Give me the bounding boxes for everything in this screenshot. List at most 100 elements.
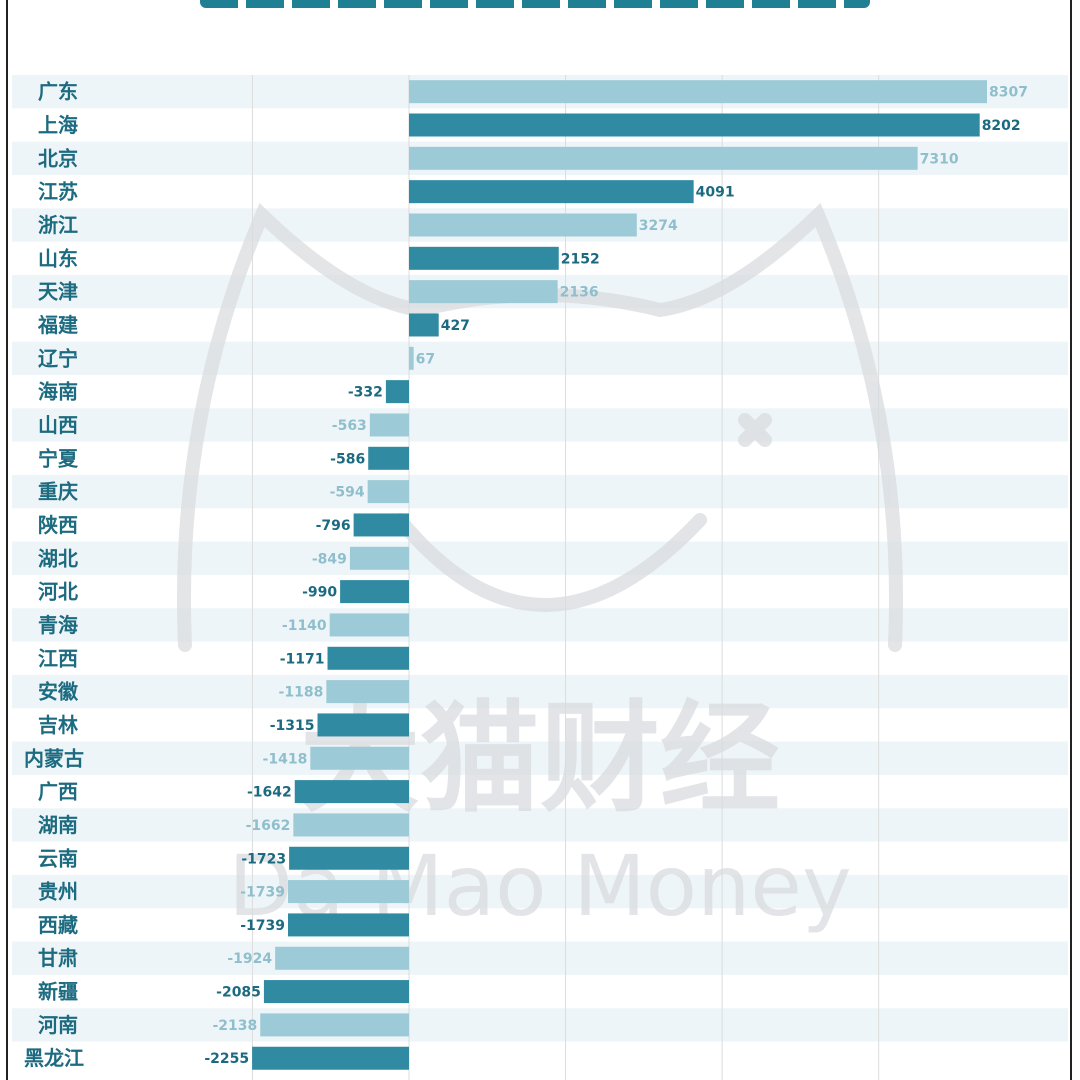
row-stripe: [12, 474, 1068, 509]
bar: [289, 846, 409, 870]
category-label: 辽宁: [38, 346, 78, 370]
chart-frame: [6, 0, 1072, 1080]
value-label: -1739: [240, 885, 285, 901]
value-label: -1642: [247, 785, 292, 801]
category-label: 西藏: [38, 913, 78, 937]
bar: [409, 180, 694, 204]
bar: [310, 746, 409, 770]
bar: [326, 680, 409, 704]
bar: [369, 413, 409, 437]
category-label: 海南: [38, 380, 78, 404]
category-label: 吉林: [38, 713, 78, 737]
bar: [409, 346, 414, 370]
row-stripe: [12, 674, 1068, 709]
category-label: 山西: [38, 413, 78, 437]
bars: [252, 80, 987, 1070]
bar: [409, 113, 980, 137]
value-label: -1188: [279, 685, 324, 701]
category-label: 湖北: [38, 546, 78, 570]
bar: [288, 913, 409, 937]
bar: [353, 513, 409, 537]
bar: [275, 946, 409, 970]
row-stripe: [12, 408, 1068, 442]
value-label: -2255: [204, 1051, 249, 1067]
value-label: 2152: [561, 251, 600, 267]
category-labels: 广东上海北京江苏浙江山东天津福建辽宁海南山西宁夏重庆陕西湖北河北青海江西安徽吉林…: [24, 80, 84, 1071]
category-label: 宁夏: [38, 446, 79, 470]
category-label: 河南: [38, 1013, 78, 1037]
value-label: -1418: [263, 751, 308, 767]
bar: [260, 1013, 409, 1037]
value-label: 8307: [989, 85, 1028, 101]
row-stripe: [12, 608, 1068, 642]
row-stripe: [12, 941, 1068, 975]
category-label: 湖南: [38, 813, 78, 837]
chart-title-fragment: [0, 0, 1080, 12]
bar: [367, 480, 409, 504]
bar: [288, 880, 409, 904]
bar: [349, 546, 409, 570]
bar: [409, 280, 558, 304]
row-stripe: [12, 741, 1068, 775]
bar: [385, 380, 409, 404]
value-label: 427: [441, 318, 470, 334]
category-label: 内蒙古: [24, 746, 84, 770]
category-label: 广西: [38, 780, 78, 804]
value-label: -1662: [246, 818, 291, 834]
category-label: 甘肃: [38, 946, 78, 970]
value-label: -1723: [241, 851, 286, 867]
value-label: -2138: [212, 1018, 257, 1034]
bar: [317, 713, 409, 737]
value-label: -990: [302, 585, 337, 601]
value-label: -586: [330, 451, 365, 467]
value-label: -594: [330, 485, 365, 501]
category-label: 黑龙江: [24, 1046, 84, 1070]
category-label: 重庆: [38, 480, 78, 504]
value-label: -1924: [227, 951, 272, 967]
value-label: -1739: [240, 918, 285, 934]
bar: [409, 313, 439, 337]
row-stripe: [12, 341, 1068, 375]
category-label: 江西: [38, 646, 78, 670]
value-label: 3274: [639, 218, 678, 234]
bar: [327, 646, 409, 670]
bar: [293, 813, 409, 837]
bar: [340, 580, 409, 604]
category-label: 陕西: [38, 513, 78, 537]
value-label: 7310: [920, 151, 959, 167]
category-label: 浙江: [38, 213, 78, 237]
category-label: 安徽: [38, 680, 79, 704]
value-label: 2136: [560, 285, 599, 301]
value-label: -563: [332, 418, 367, 434]
value-label: -2085: [216, 985, 261, 1001]
row-stripe: [12, 874, 1068, 909]
bar: [409, 146, 918, 170]
bar: [368, 446, 409, 470]
category-label: 云南: [38, 846, 78, 870]
value-label: -332: [348, 385, 383, 401]
row-stripe: [12, 541, 1068, 575]
value-label: 67: [416, 351, 435, 367]
category-label: 上海: [38, 113, 78, 137]
category-label: 山东: [38, 246, 78, 270]
bar: [329, 613, 409, 637]
category-label: 福建: [37, 313, 78, 337]
value-label: -796: [316, 518, 351, 534]
value-label: -1315: [270, 718, 315, 734]
category-label: 江苏: [38, 180, 78, 204]
category-label: 青海: [38, 613, 78, 637]
bar: [252, 1046, 409, 1070]
value-label: 4091: [696, 185, 735, 201]
bar: [263, 980, 409, 1004]
value-label: 8202: [982, 118, 1021, 134]
category-label: 贵州: [38, 880, 78, 904]
value-label: -1171: [280, 651, 325, 667]
bar: [409, 246, 559, 270]
category-label: 广东: [38, 80, 78, 104]
value-labels: 8307 8202 7310 4091 3274 2152 2136 427 67 -332 -56…: [204, 85, 1028, 1068]
value-label: -849: [312, 551, 347, 567]
row-stripe: [12, 1008, 1068, 1042]
category-label: 天津: [38, 280, 78, 304]
bar: [294, 780, 409, 804]
